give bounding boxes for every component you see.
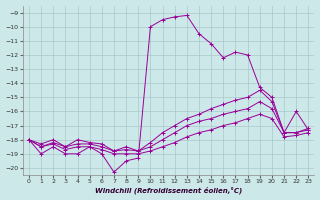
X-axis label: Windchill (Refroidissement éolien,°C): Windchill (Refroidissement éolien,°C) [95,187,242,194]
